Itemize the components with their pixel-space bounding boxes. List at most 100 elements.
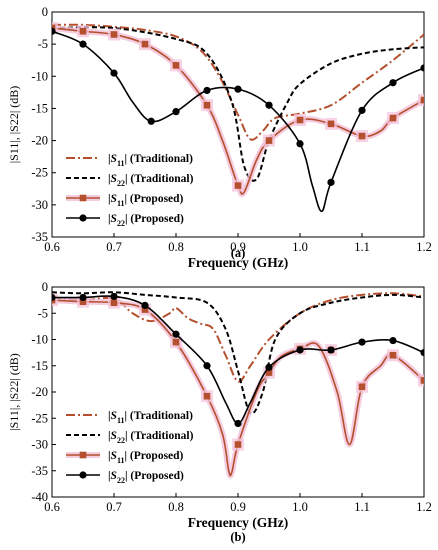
legend-label: |S22| (Traditional) [108,173,194,188]
y-tick-label: -25 [31,411,48,425]
data-point [79,27,87,35]
legend-label: |S22| (Proposed) [108,213,184,228]
y-tick-label: -10 [31,333,48,347]
data-point [296,140,304,148]
data-point [172,62,180,69]
legend-label: |S11| (Traditional) [108,410,193,425]
legend-label: |S22| (Proposed) [108,470,184,485]
data-point [203,101,211,109]
y-tick-label: -30 [31,198,48,212]
x-tick-label: 0.7 [106,240,122,254]
data-point [52,24,56,32]
data-point [358,132,366,140]
data-point [358,383,366,391]
series-line [52,30,424,213]
x-axis-label: Frequency (GHz) [188,515,289,530]
series-line [52,299,424,477]
data-point [110,31,118,38]
x-tick-label: 1.2 [416,500,432,514]
series-line [52,291,424,415]
data-point [327,120,335,128]
y-tick-label: -25 [31,166,48,180]
y-tick-label: -20 [31,385,48,399]
data-point [296,116,304,124]
data-point [389,336,397,345]
data-point [110,69,118,77]
data-point [203,362,211,370]
data-point [358,106,366,114]
legend-marker [79,471,87,479]
data-point [327,178,335,186]
data-point [265,363,273,371]
data-point [172,108,180,116]
series-line [52,23,424,141]
legend-label: |S11| (Traditional) [108,153,193,168]
data-point [420,377,424,384]
data-point [234,182,242,189]
y-tick-label: -5 [38,37,48,51]
y-tick-label: -10 [31,69,48,83]
x-tick-label: 1.0 [292,500,308,514]
x-tick-label: 1.1 [354,500,370,514]
x-axis-label: Frequency (GHz) [188,255,289,270]
data-point [265,137,273,144]
legend-marker [79,194,87,202]
legend-label: |S11| (Proposed) [108,193,184,208]
data-point [358,338,366,346]
panel-caption: (b) [230,530,245,544]
chart-panel-b: 0.6 0.7 0.8 0.9 1.0 1.1 1.2 0 -5 -10 -15 -20 -25 -30 -… [7,280,432,544]
data-point [327,346,335,354]
data-point [389,79,397,87]
y-tick-label: -5 [38,306,48,320]
y-tick-label: 0 [42,280,48,294]
legend: |S11| (Traditional) |S22| (Traditional) |S… [66,410,194,485]
data-point [52,27,56,35]
data-point [52,293,56,302]
x-tick-label: 0.9 [230,500,246,514]
data-point [389,114,397,122]
y-tick-label: -35 [31,230,48,244]
series-line [52,27,424,195]
y-tick-label: -35 [31,464,48,478]
y-tick-label: 0 [42,5,48,19]
y-axis-label: |S11|, |S22| (dB) [7,86,21,164]
data-point [147,117,155,125]
data-point [420,64,424,72]
x-tick-label: 1.1 [354,240,370,254]
y-tick-label: -30 [31,438,48,452]
data-point [265,101,273,109]
data-point [420,96,424,104]
legend: |S11| (Traditional) |S22| (Traditional) |S… [66,153,194,228]
chart-panel-a: 0.6 0.7 0.8 0.9 1.0 1.1 1.2 0 -5 -10 -15 -20 -25 -30 -… [7,5,432,270]
y-tick-label: -15 [31,359,48,373]
data-point [389,351,397,359]
x-tick-label: 0.6 [44,240,60,254]
data-point [141,40,149,48]
series-group [52,22,424,213]
data-point [420,349,424,357]
data-point [203,392,211,400]
data-point [79,298,87,305]
x-tick-label: 1.0 [292,240,308,254]
data-point [141,306,149,313]
legend-label: |S22| (Traditional) [108,430,194,445]
series-group [52,291,424,479]
y-tick-label: -40 [31,490,48,504]
legend-marker [79,451,87,459]
y-axis-label: |S11|, |S22| (dB) [7,353,21,431]
series-line [52,292,424,383]
data-point [141,301,149,309]
data-point [110,299,118,307]
plot-frame [51,286,425,498]
data-point [265,369,273,376]
panel-caption: (a) [231,246,246,260]
data-point [234,441,242,448]
data-point [110,292,118,301]
data-point [234,85,242,93]
x-tick-label: 0.7 [106,500,122,514]
x-tick-label: 0.9 [230,240,246,254]
data-point [203,86,211,95]
data-point [172,330,180,338]
legend-marker [79,214,87,222]
